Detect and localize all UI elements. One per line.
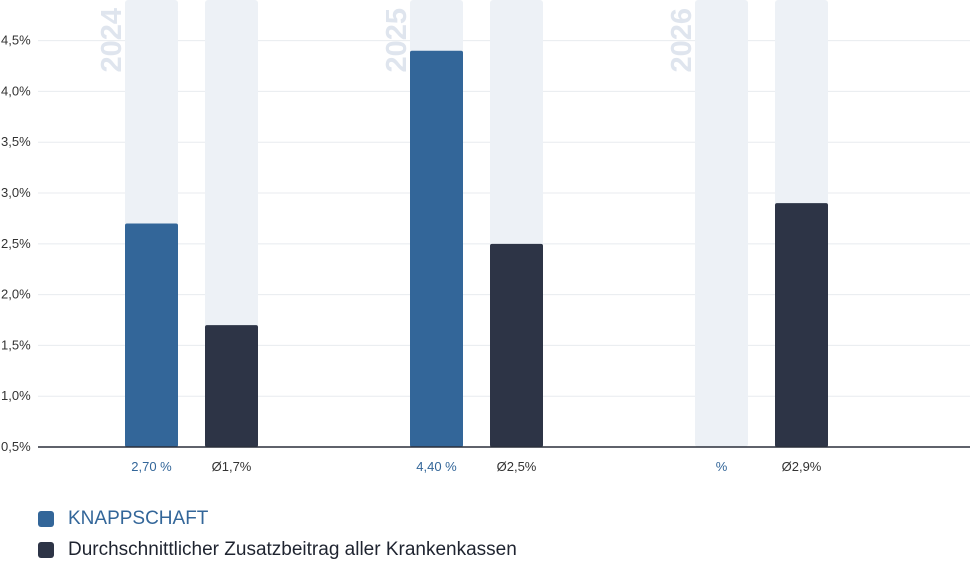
y-tick-label: 2,0%: [1, 287, 31, 302]
legend-swatch-average: [38, 541, 54, 558]
bar-label-knappschaft-2024: 2,70 %: [131, 459, 172, 474]
y-tick-label: 1,5%: [1, 337, 31, 352]
legend-label-knappschaft: KNAPPSCHAFT: [68, 507, 209, 529]
y-tick-label: 3,0%: [1, 185, 31, 200]
y-tick-label: 4,5%: [1, 33, 31, 48]
year-labels: 2024 2025 2026: [96, 8, 698, 73]
bar-value-labels: 2,70 % Ø1,7% 4,40 % Ø2,5%% Ø2,9%: [131, 459, 822, 474]
bar-label-knappschaft-2025: 4,40 %: [416, 459, 457, 474]
year-label-2026: 2026: [666, 8, 698, 73]
y-tick-label: 1,0%: [1, 388, 31, 403]
y-axis-ticks: 0,5% 1,0% 1,5% 2,0% 2,5% 3,0% 3,5% 4,0% 4,5%: [1, 33, 31, 454]
bar-label-average-2025: Ø2,5%: [497, 459, 537, 474]
bar-track: [695, 0, 748, 447]
legend-item-knappschaft: KNAPPSCHAFT: [38, 503, 517, 534]
year-label-2025: 2025: [381, 8, 413, 73]
legend-item-average: Durchschnittlicher Zusatzbeitrag aller K…: [38, 534, 517, 565]
bar-average-2026: [775, 203, 828, 447]
bar-label-average-2026: Ø2,9%: [782, 459, 822, 474]
chart: 0,5% 1,0% 1,5% 2,0% 2,5% 3,0% 3,5% 4,0% 4,5% 202…: [1, 0, 970, 474]
legend: KNAPPSCHAFT Durchschnittlicher Zusatzbei…: [38, 503, 517, 565]
year-label-2024: 2024: [96, 8, 128, 73]
bar-average-2024: [205, 325, 258, 447]
y-tick-label: 4,0%: [1, 83, 31, 98]
bar-label-knappschaft-2026: %: [716, 459, 728, 474]
legend-swatch-knappschaft: [38, 510, 54, 527]
bar-label-average-2024: Ø1,7%: [212, 459, 252, 474]
bar-average-2025: [490, 243, 543, 447]
bar-knappschaft-2024: [125, 223, 178, 447]
y-tick-label: 3,5%: [1, 134, 31, 149]
bars: [125, 50, 828, 447]
bar-knappschaft-2025: [410, 50, 463, 447]
legend-label-average: Durchschnittlicher Zusatzbeitrag aller K…: [68, 538, 517, 560]
y-tick-label: 0,5%: [1, 439, 31, 454]
y-tick-label: 2,5%: [1, 236, 31, 251]
